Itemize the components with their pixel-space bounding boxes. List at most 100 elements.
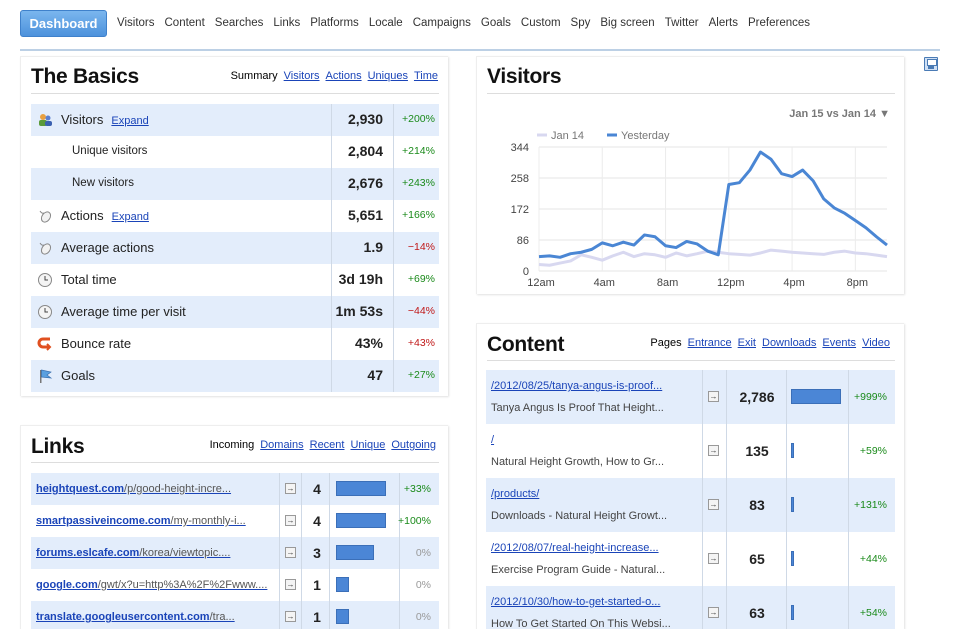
content-title: Content [487,333,565,356]
content-change: +999% [854,391,887,403]
tab-content-events[interactable]: Events [822,337,857,349]
nav-item-big-screen[interactable]: Big screen [600,17,655,29]
external-link-icon[interactable]: → [285,547,296,558]
content-url[interactable]: /2012/08/07/real-height-increase... [491,542,659,554]
basics-row: New visitors 2,676 +243% [31,168,439,200]
expand-link[interactable]: Expand [111,211,149,223]
column-divider [393,328,394,360]
link-url[interactable]: smartpassiveincome.com/my-monthly-i... [36,515,246,527]
basics-row-value: 1.9 [363,239,383,255]
nav-item-content[interactable]: Content [164,17,205,29]
content-count-bar [791,389,841,404]
nav-item-links[interactable]: Links [273,17,301,29]
link-change: 0% [415,547,431,559]
nav-dashboard-button[interactable]: Dashboard [20,10,107,37]
basics-row: Goals 47 +27% [31,360,439,392]
content-url[interactable]: /2012/10/30/how-to-get-started-o... [491,596,661,608]
nav-item-platforms[interactable]: Platforms [310,17,359,29]
content-count: 83 [749,497,765,513]
x-tick-label: 12am [527,277,555,289]
link-path: /gwt/x?u=http%3A%2F%2Fwww.... [97,579,268,591]
link-domain: translate.googleusercontent.com [36,611,210,623]
nav-item-visitors[interactable]: Visitors [117,17,155,29]
column-divider [848,370,849,424]
basics-row: Actions Expand 5,651 +166% [31,200,439,232]
tab-content-video[interactable]: Video [862,337,890,349]
column-divider [702,370,703,424]
basics-row-label: Average time per visit [61,304,186,319]
tab-links-recent[interactable]: Recent [309,439,345,451]
links-row: google.com/gwt/x?u=http%3A%2F%2Fwww.... →… [31,569,439,601]
basics-row-change: +43% [407,337,435,349]
external-link-icon[interactable]: → [285,611,296,622]
column-divider [331,168,332,200]
nav-item-goals[interactable]: Goals [480,17,511,29]
tab-content-downloads[interactable]: Downloads [762,337,817,349]
column-divider [393,104,394,136]
nav-item-searches[interactable]: Searches [214,17,264,29]
nav-item-twitter[interactable]: Twitter [664,17,699,29]
flag-icon [37,368,53,384]
compare-dropdown[interactable]: Jan 15 vs Jan 14 ▼ [789,108,890,120]
column-divider [301,537,302,569]
tab-links-incoming[interactable]: Incoming [209,439,255,451]
column-divider [329,537,330,569]
link-path: /my-monthly-i... [170,515,246,527]
external-link-icon[interactable]: → [708,499,719,510]
link-url[interactable]: heightquest.com/p/good-height-incre... [36,483,231,495]
link-count-bar [336,577,349,592]
external-link-icon[interactable]: → [285,579,296,590]
external-link-icon[interactable]: → [708,445,719,456]
content-row: / Natural Height Growth, How to Gr... → 135… [486,424,895,478]
basics-row-label: Bounce rate [61,336,132,351]
links-title-rule [31,462,439,463]
link-domain: smartpassiveincome.com [36,515,171,527]
save-icon[interactable] [924,57,938,71]
column-divider [331,200,332,232]
external-link-icon[interactable]: → [708,391,719,402]
nav-links: Visitors Content Searches Links Platforms Loc… [117,17,810,29]
content-url[interactable]: /products/ [491,488,540,500]
link-url[interactable]: translate.googleusercontent.com/tra... [36,611,235,623]
nav-item-campaigns[interactable]: Campaigns [412,17,471,29]
external-link-icon[interactable]: → [708,607,719,618]
tab-content-exit[interactable]: Exit [737,337,756,349]
tab-basics-time[interactable]: Time [413,70,438,82]
tab-content-entrance[interactable]: Entrance [687,337,732,349]
x-tick-label: 4pm [783,277,804,289]
tab-basics-summary[interactable]: Summary [230,70,278,82]
tab-basics-actions[interactable]: Actions [325,70,362,82]
nav-item-alerts[interactable]: Alerts [708,17,738,29]
column-divider [786,478,787,532]
tab-basics-uniques[interactable]: Uniques [367,70,408,82]
external-link-icon[interactable]: → [285,483,296,494]
content-row: /products/Downloads - Natural Height Gro… [486,478,895,532]
tab-links-unique[interactable]: Unique [350,439,386,451]
column-divider [329,601,330,629]
external-link-icon[interactable]: → [285,515,296,526]
basics-row: Total time 3d 19h +69% [31,264,439,296]
nav-item-custom[interactable]: Custom [520,17,561,29]
nav-item-preferences[interactable]: Preferences [748,17,811,29]
link-url[interactable]: forums.eslcafe.com/korea/viewtopic.... [36,547,230,559]
link-domain: heightquest.com [36,483,125,495]
nav-item-spy[interactable]: Spy [570,17,591,29]
tab-content-pages[interactable]: Pages [650,337,682,349]
basics-row-change: −44% [407,305,435,317]
content-url[interactable]: /2012/08/25/tanya-angus-is-proof... [491,380,663,392]
tab-basics-visitors[interactable]: Visitors [283,70,320,82]
visitors-title: Visitors [487,65,562,88]
column-divider [399,601,400,629]
content-url[interactable]: / [491,434,495,446]
external-link-icon[interactable]: → [708,553,719,564]
link-url[interactable]: google.com/gwt/x?u=http%3A%2F%2Fwww.... [36,579,267,591]
nav-item-locale[interactable]: Locale [368,17,403,29]
tab-links-outgoing[interactable]: Outgoing [391,439,436,451]
basics-row-value: 5,651 [347,207,383,223]
basics-row-change: +69% [407,273,435,285]
column-divider [279,537,280,569]
expand-link[interactable]: Expand [111,115,149,127]
column-divider [786,586,787,629]
tab-links-domains[interactable]: Domains [260,439,304,451]
column-divider [726,370,727,424]
